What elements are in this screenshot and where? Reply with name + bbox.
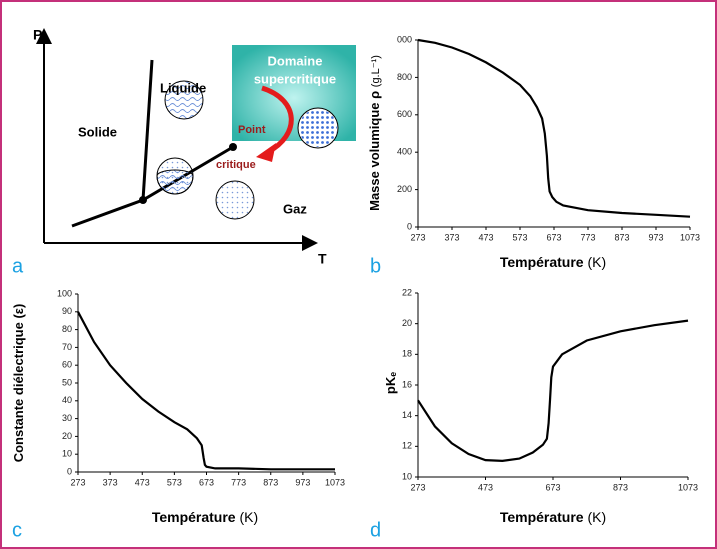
x-tick-label: 273: [410, 232, 425, 242]
p-label: P: [33, 27, 42, 43]
x-axis-title-main: Température: [500, 509, 584, 525]
x-tick-label: 273: [410, 482, 425, 492]
x-tick-label: 373: [444, 232, 459, 242]
panel-label: b: [370, 255, 381, 277]
x-tick-label: 473: [478, 482, 493, 492]
y-axis-title: Constante diélectrique (ε): [11, 304, 26, 463]
x-tick-label: 873: [613, 482, 628, 492]
critical-label: Point: [238, 124, 266, 136]
gas-label: Gaz: [283, 201, 307, 216]
y-tick-label: 70: [62, 342, 72, 352]
y-tick-label: 20: [62, 431, 72, 441]
x-tick-label: 1073: [325, 477, 345, 487]
y-tick-label: 100: [57, 288, 72, 298]
data-line: [77, 311, 335, 471]
x-axis-title: Température (K): [152, 509, 258, 525]
y-tick-label: 000: [397, 34, 412, 44]
x-axis-unit: (K): [588, 509, 607, 525]
x-axis-title: Température (K): [500, 254, 606, 270]
y-tick-label: 90: [62, 306, 72, 316]
red-arrow-head: [256, 143, 276, 162]
x-tick-label: 673: [199, 477, 214, 487]
y-axis-title-main: pKₑ: [383, 372, 398, 394]
y-tick-label: 10: [402, 471, 412, 481]
y-axis-title-main: Masse volumique ρ: [367, 91, 382, 211]
liquid-icon: [164, 80, 204, 120]
mixed-liquid: [156, 169, 194, 195]
y-tick-label: 40: [62, 395, 72, 405]
x-tick-label: 473: [478, 232, 493, 242]
y-tick-label: 60: [62, 360, 72, 370]
x-axis-title-main: Température: [152, 509, 236, 525]
x-axis-unit: (K): [588, 254, 607, 270]
y-tick-label: 18: [402, 349, 412, 359]
y-axis-title-main: Constante diélectrique (ε): [11, 304, 26, 463]
x-tick-label: 673: [546, 232, 561, 242]
panel-label: d: [370, 519, 381, 541]
critical-label: critique: [216, 159, 256, 171]
t-label: T: [318, 251, 327, 267]
y-tick-label: 12: [402, 441, 412, 451]
x-tick-label: 873: [263, 477, 278, 487]
y-tick-label: 600: [397, 109, 412, 119]
y-tick-label: 0: [407, 221, 412, 231]
phase-diagram: P T a Solide Liquide Gaz Domaine supercr…: [12, 27, 356, 277]
x-tick-label: 873: [614, 232, 629, 242]
x-tick-label: 773: [231, 477, 246, 487]
y-tick-label: 50: [62, 377, 72, 387]
y-tick-label: 800: [397, 72, 412, 82]
y-tick-label: 200: [397, 184, 412, 194]
supercritical-label: supercritique: [254, 71, 336, 86]
x-tick-label: 473: [135, 477, 150, 487]
y-axis-unit: (g.L⁻¹): [370, 55, 382, 87]
y-axis-title: pKₑ: [383, 372, 398, 394]
panel-label: a: [12, 255, 24, 277]
x-tick-label: 573: [512, 232, 527, 242]
y-axis-title: Masse volumique ρ (g.L⁻¹): [367, 55, 382, 211]
red-arrow: [261, 85, 294, 155]
x-tick-label: 973: [295, 477, 310, 487]
y-tick-label: 22: [402, 287, 412, 297]
x-tick-label: 973: [648, 232, 663, 242]
triple-point: [139, 196, 147, 204]
panel-label: c: [12, 519, 22, 541]
x-tick-label: 373: [103, 477, 118, 487]
x-tick-label: 573: [167, 477, 182, 487]
y-tick-label: 80: [62, 324, 72, 334]
solid-label: Solide: [78, 124, 117, 139]
x-tick-label: 1073: [678, 482, 698, 492]
x-axis-title-main: Température: [500, 254, 584, 270]
y-tick-label: 0: [67, 466, 72, 476]
x-axis-title: Température (K): [500, 509, 606, 525]
supercritical-dots: [299, 109, 337, 147]
y-tick-label: 30: [62, 413, 72, 423]
x-tick-label: 773: [580, 232, 595, 242]
y-tick-label: 20: [402, 318, 412, 328]
liquid-label: Liquide: [160, 80, 206, 95]
x-tick-label: 1073: [680, 232, 700, 242]
critical-point: [229, 143, 237, 151]
data-line: [417, 319, 689, 463]
y-tick-label: 10: [62, 449, 72, 459]
y-tick-label: 16: [402, 379, 412, 389]
phase-lines: [71, 59, 234, 228]
y-tick-label: 14: [402, 410, 412, 420]
x-tick-label: 673: [545, 482, 560, 492]
y-tick-label: 400: [397, 147, 412, 157]
supercritical-label: Domaine: [268, 53, 323, 68]
x-axis-unit: (K): [240, 509, 259, 525]
gas-icon: [215, 180, 255, 220]
x-tick-label: 273: [70, 477, 85, 487]
data-line: [417, 38, 691, 218]
